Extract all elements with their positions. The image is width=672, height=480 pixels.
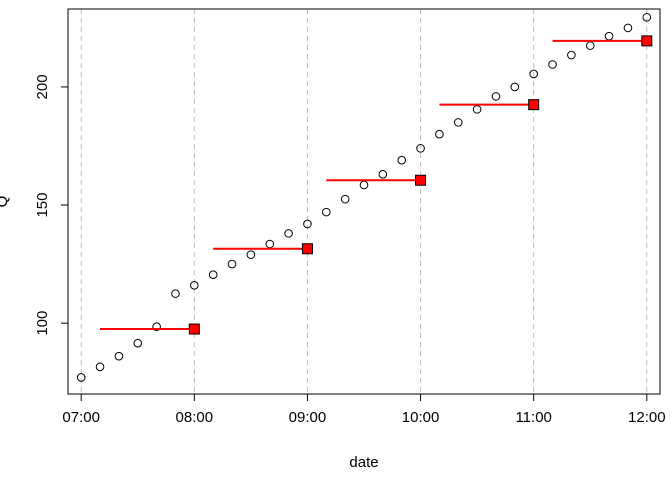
data-point bbox=[76, 373, 86, 382]
data-point bbox=[378, 170, 388, 179]
x-tick-label: 08:00 bbox=[176, 409, 214, 426]
data-point bbox=[114, 351, 124, 361]
data-point bbox=[585, 41, 595, 50]
data-point bbox=[246, 250, 256, 259]
data-point bbox=[416, 144, 425, 153]
x-axis-title: date bbox=[349, 454, 378, 471]
data-point bbox=[190, 281, 199, 290]
x-tick-label: 12:00 bbox=[628, 409, 666, 426]
data-point bbox=[604, 31, 614, 41]
x-tick-label: 07:00 bbox=[62, 409, 100, 426]
data-point bbox=[321, 207, 331, 217]
hourly-mean-marker bbox=[301, 243, 313, 255]
y-axis-title: Q bbox=[0, 196, 11, 208]
y-tick-label: 150 bbox=[34, 193, 51, 218]
y-tick-label: 100 bbox=[34, 311, 51, 336]
plot-frame bbox=[67, 8, 661, 395]
data-point bbox=[567, 50, 576, 60]
data-point bbox=[435, 129, 444, 139]
data-point bbox=[171, 289, 180, 298]
data-point bbox=[133, 338, 143, 348]
data-point bbox=[510, 82, 520, 92]
data-point bbox=[208, 270, 218, 280]
x-tick-label: 10:00 bbox=[402, 409, 440, 426]
data-point bbox=[548, 60, 557, 69]
data-point bbox=[642, 12, 652, 22]
hourly-mean-markers bbox=[188, 35, 653, 335]
data-point bbox=[453, 118, 463, 127]
data-point bbox=[152, 322, 161, 331]
grid-lines bbox=[80, 9, 648, 394]
data-point bbox=[284, 229, 293, 238]
data-point bbox=[340, 194, 350, 204]
data-point bbox=[227, 259, 237, 269]
data-point bbox=[529, 69, 538, 79]
data-point bbox=[265, 239, 275, 249]
hourly-mean-marker bbox=[415, 174, 427, 186]
data-point bbox=[359, 180, 369, 190]
hourly-mean-marker bbox=[641, 35, 653, 47]
x-tick-label: 09:00 bbox=[289, 409, 327, 426]
data-point bbox=[397, 155, 407, 165]
x-axis: 07:00 08:00 09:00 10:00 11:00 12:00 bbox=[62, 394, 666, 426]
data-points bbox=[76, 12, 652, 382]
data-point bbox=[303, 219, 312, 229]
hourly-mean-marker bbox=[188, 323, 200, 335]
data-point bbox=[95, 362, 105, 372]
hourly-mean-marker bbox=[528, 99, 540, 111]
y-axis: 100 150 200 bbox=[34, 74, 68, 336]
hourly-segments bbox=[100, 39, 647, 331]
x-tick-label: 11:00 bbox=[515, 409, 551, 426]
data-point bbox=[491, 92, 501, 101]
data-point bbox=[472, 105, 482, 114]
data-point bbox=[623, 23, 633, 33]
y-tick-label: 200 bbox=[34, 74, 51, 99]
